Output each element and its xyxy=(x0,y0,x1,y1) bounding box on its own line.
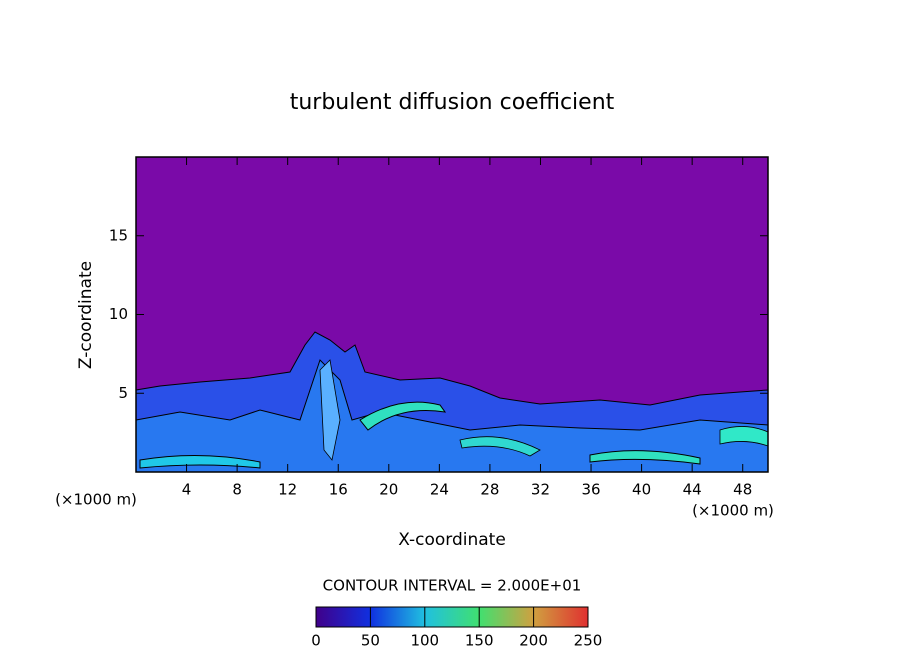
chart-title: turbulent diffusion coefficient xyxy=(290,90,615,115)
x-tick-label: 20 xyxy=(379,481,398,499)
x-tick-label: 36 xyxy=(581,481,600,499)
y-axis-label: Z-coordinate xyxy=(76,261,96,369)
field xyxy=(135,157,769,473)
colorbar xyxy=(315,606,589,628)
x-tick-label: 48 xyxy=(733,481,752,499)
colorbar-tick-label: 250 xyxy=(574,632,603,650)
x-unit-label: (×1000 m) xyxy=(692,502,774,520)
y-tick-label: 15 xyxy=(109,226,128,244)
x-tick-label: 44 xyxy=(683,481,702,499)
x-tick-label: 8 xyxy=(232,481,242,499)
colorbar-tick-label: 150 xyxy=(465,632,494,650)
colorbar-tick-label: 200 xyxy=(519,632,548,650)
x-tick-label: 12 xyxy=(278,481,297,499)
colorbar-tick-label: 100 xyxy=(410,632,439,650)
x-unit-label: (×1000 m) xyxy=(55,491,137,509)
y-tick-label: 10 xyxy=(109,305,128,323)
x-tick-label: 28 xyxy=(480,481,499,499)
x-tick-label: 32 xyxy=(531,481,550,499)
colorbar-tick-label: 50 xyxy=(361,632,380,650)
x-tick-label: 16 xyxy=(329,481,348,499)
x-tick-label: 4 xyxy=(182,481,192,499)
x-tick-label: 40 xyxy=(632,481,651,499)
contour-interval: CONTOUR INTERVAL = 2.000E+01 xyxy=(323,577,582,595)
x-axis-label: X-coordinate xyxy=(398,530,506,550)
colorbar-tick-label: 0 xyxy=(311,632,321,650)
y-tick-label: 5 xyxy=(118,384,128,402)
x-tick-label: 24 xyxy=(430,481,449,499)
